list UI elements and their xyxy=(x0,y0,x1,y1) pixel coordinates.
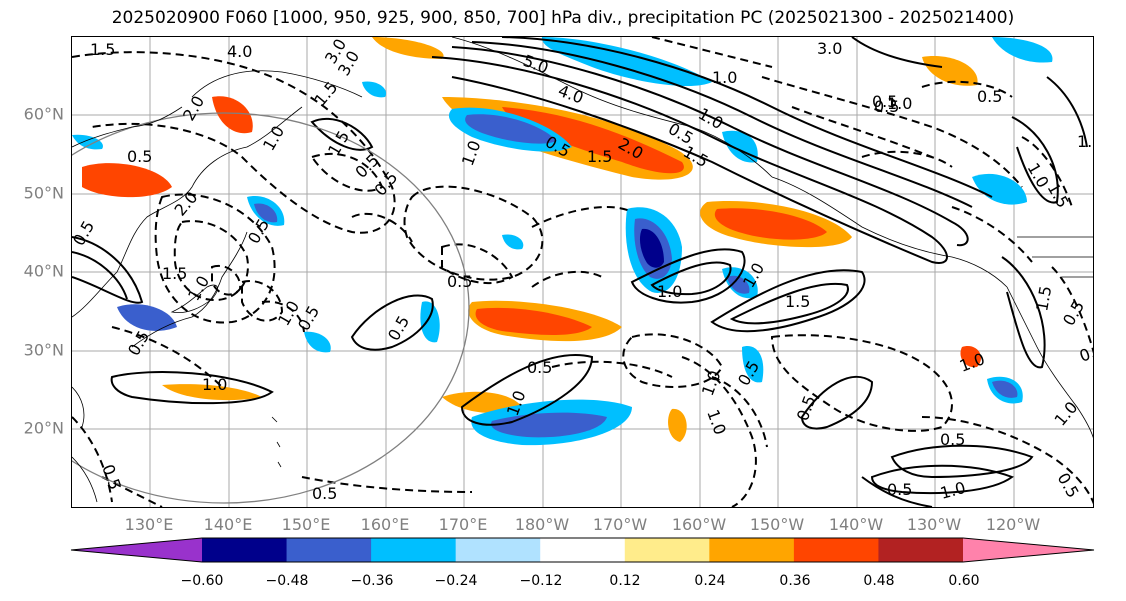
contour-label: 1.0 xyxy=(703,407,730,437)
colorbar-tick-label: −0.36 xyxy=(350,573,394,589)
lon-label: 180°W xyxy=(514,515,570,534)
contour-label: 2.0 xyxy=(171,188,202,220)
lon-label: 160°W xyxy=(671,515,727,534)
colorbar-segment xyxy=(455,538,541,562)
colorbar-segment xyxy=(540,538,626,562)
contour-label: 1.0 xyxy=(202,375,227,394)
lon-label: 120°W xyxy=(985,515,1041,534)
contour-label: 1.0 xyxy=(698,368,725,398)
contour-label: 1.0 xyxy=(938,478,968,503)
contour-label: 1.0 xyxy=(259,122,288,154)
contour-label: 5.0 xyxy=(521,51,551,78)
lon-label: 130°E xyxy=(124,515,174,534)
precip-shading xyxy=(72,37,1053,446)
solid-contours xyxy=(72,37,1088,507)
lon-label: 140°W xyxy=(828,515,884,534)
lon-label: 170°E xyxy=(438,515,488,534)
colorbar-segment xyxy=(624,538,710,562)
contour-label: 4.0 xyxy=(227,42,252,61)
lon-label: 130°W xyxy=(906,515,962,534)
colorbar-tick-label: −0.24 xyxy=(434,573,478,589)
colorbar-tick-label: 0.24 xyxy=(694,573,726,589)
contour-label: 0.5 xyxy=(977,87,1002,106)
contour-label: 3.0 xyxy=(817,39,842,58)
contour-label: 0.5 xyxy=(1054,470,1083,502)
lon-label: 160°E xyxy=(360,515,410,534)
colorbar-segment xyxy=(963,538,1094,562)
lat-label: 50°N xyxy=(23,183,64,203)
colorbar-tick-label: 0.48 xyxy=(863,573,895,589)
lon-label: 150°E xyxy=(281,515,331,534)
contour-label: 0.5 xyxy=(98,462,125,492)
colorbar-segment xyxy=(71,538,202,562)
lon-label: 150°W xyxy=(749,515,805,534)
lat-label: 30°N xyxy=(23,340,64,360)
contour-label: 0.5 xyxy=(127,147,152,166)
map-panel: 1.5 4.0 3.0 5.0 4.0 1.0 2.0 3.0 1.5 0.5 … xyxy=(71,36,1094,508)
contour-label: 0.5 xyxy=(887,480,912,499)
contour-label: 1.5 xyxy=(311,78,342,110)
contour-label: 0.5 xyxy=(527,358,552,377)
contour-label: 0.5 xyxy=(447,272,472,291)
colorbar-tick-label: −0.12 xyxy=(519,573,563,589)
colorbar-segment xyxy=(202,538,288,562)
contour-label: 1.0 xyxy=(657,282,682,301)
contour-label: 1.0 xyxy=(712,68,737,87)
contour-label: 1.0 xyxy=(1077,132,1094,151)
colorbar-tick-label: 0.36 xyxy=(779,573,811,589)
contour-label: 1.0 xyxy=(458,138,485,168)
lat-label: 60°N xyxy=(23,104,64,124)
colorbar-segment xyxy=(709,538,795,562)
colorbar xyxy=(70,537,1095,563)
coastlines xyxy=(72,37,1093,503)
contour-label: 1.5 xyxy=(162,264,187,283)
map-title: 2025020900 F060 [1000, 950, 925, 900, 85… xyxy=(111,8,1015,28)
colorbar-segment xyxy=(878,538,964,562)
colorbar-tick-label: −0.60 xyxy=(180,573,224,589)
lat-label: 20°N xyxy=(23,418,64,438)
contour-label: 1.5 xyxy=(587,147,612,166)
colorbar-tick-label: 0.60 xyxy=(948,573,980,589)
contour-label: 1.0 xyxy=(887,94,912,113)
reference-circle xyxy=(72,112,470,504)
lon-label: 170°W xyxy=(592,515,648,534)
contour-label: 0.5 xyxy=(872,92,897,111)
contour-label: 0.5 xyxy=(874,97,899,116)
contour-label: 1.0 xyxy=(1051,398,1082,430)
colorbar-segment xyxy=(286,538,372,562)
contour-label: 0.5 xyxy=(371,168,402,200)
contour-label: 0.5 xyxy=(312,484,337,503)
colorbar-segment xyxy=(793,538,879,562)
contour-label: 1.5 xyxy=(785,292,810,311)
contour-label: 2.0 xyxy=(179,92,208,124)
contour-label: 0.5 xyxy=(793,393,820,423)
dashed-contours xyxy=(72,37,1093,507)
lat-label: 40°N xyxy=(23,261,64,281)
contour-label: 1.5 xyxy=(1032,284,1055,312)
colorbar-segment xyxy=(371,538,457,562)
contour-label: 0.5 xyxy=(1077,339,1094,366)
lon-label: 140°E xyxy=(203,515,253,534)
contour-label: 0.5 xyxy=(940,430,965,449)
colorbar-tick-label: −0.48 xyxy=(265,573,309,589)
colorbar-tick-label: 0.12 xyxy=(609,573,641,589)
contour-label: 1.5 xyxy=(90,40,115,59)
